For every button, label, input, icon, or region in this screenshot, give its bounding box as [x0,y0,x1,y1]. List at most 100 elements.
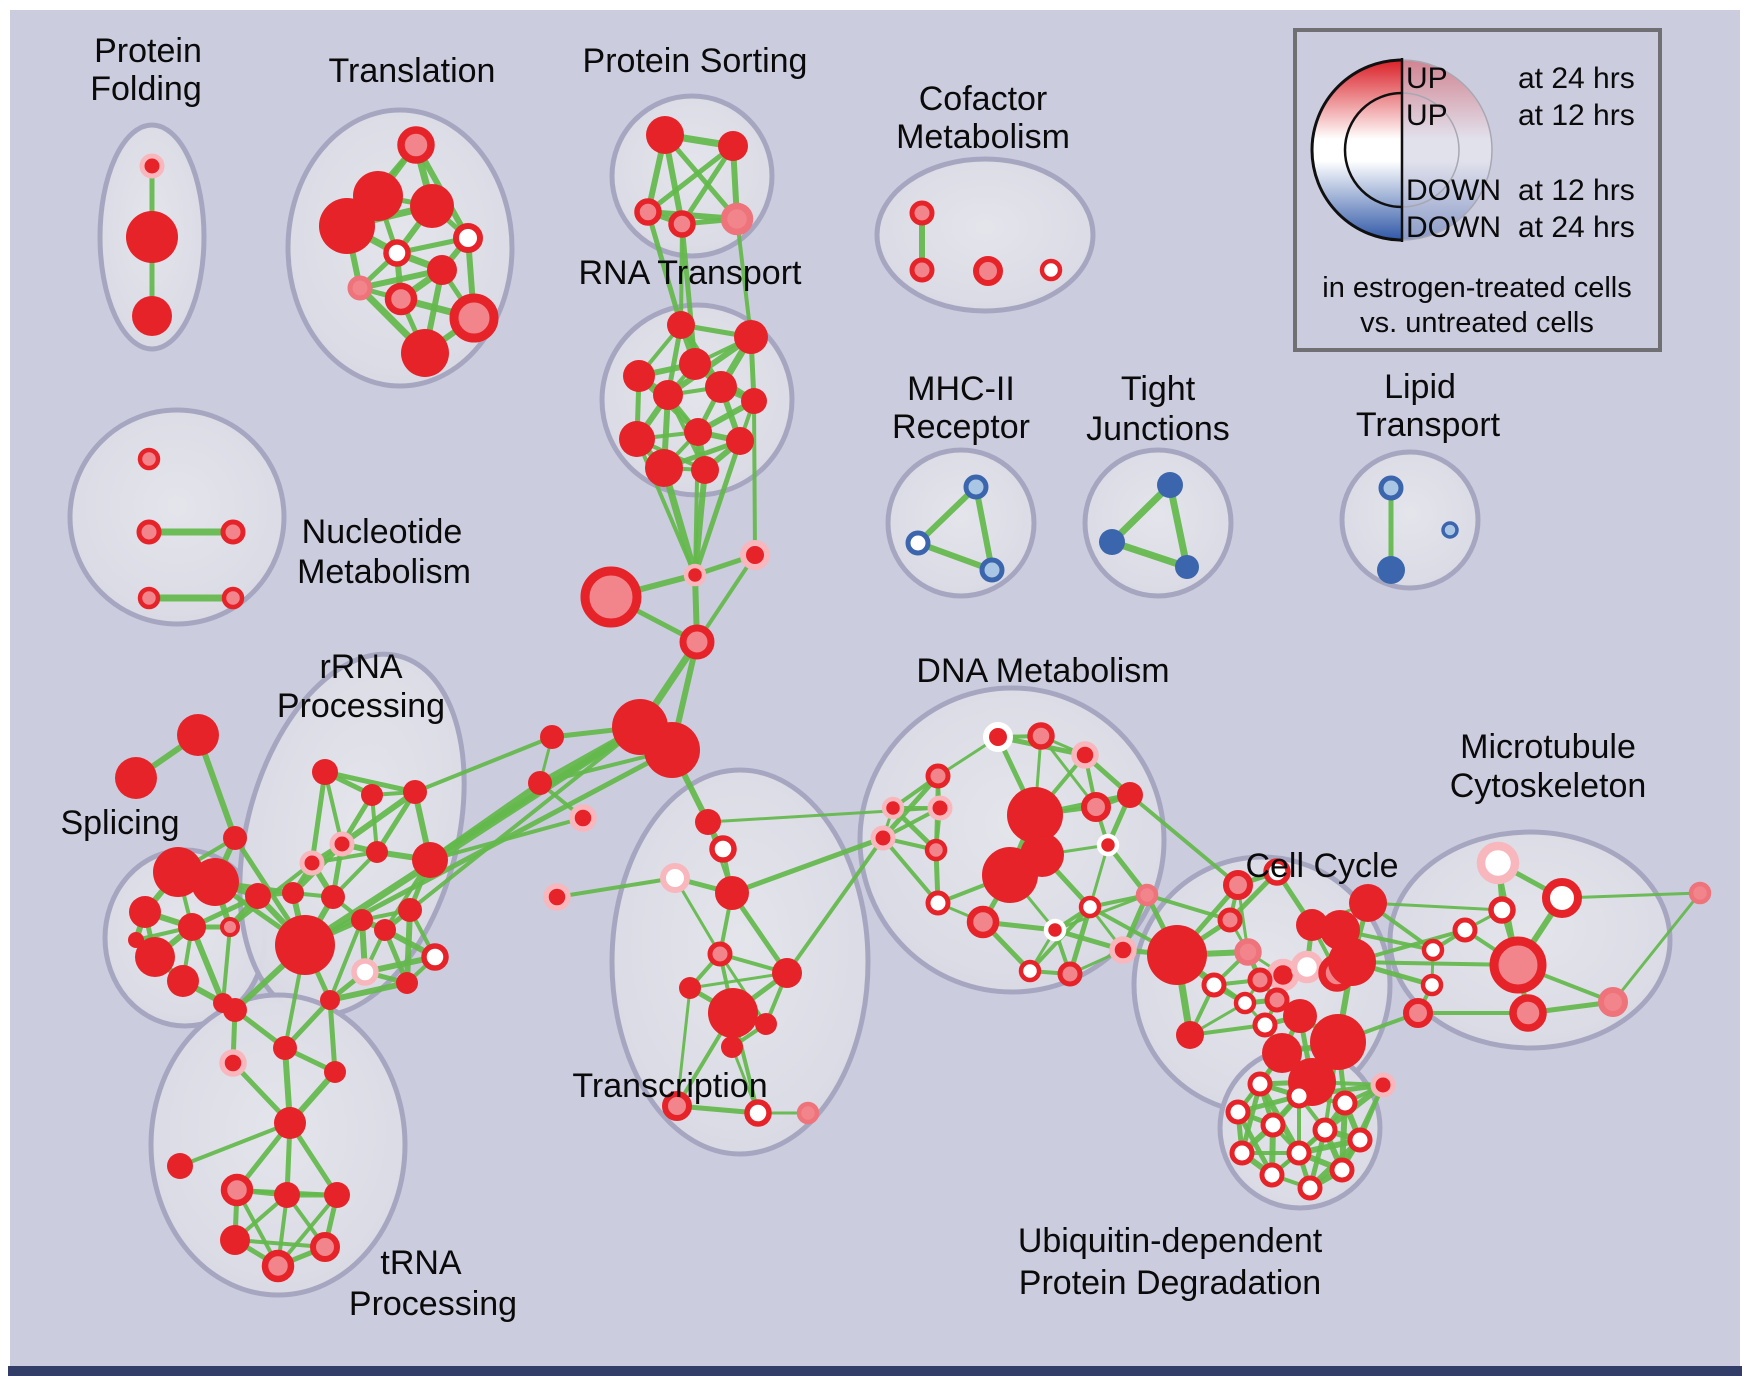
node-microtubule-cytoskeleton-4 [1421,938,1445,962]
node-dna-metabolism-2 [1071,741,1099,769]
node-rrna-processing-15 [275,915,335,975]
node-cell-cycle-9 [1264,987,1290,1013]
node-nucleotide-metabolism-4 [221,586,245,610]
legend-down-12-time: at 12 hrs [1518,174,1635,207]
node-ubiquitin-degradation-11 [1297,1175,1323,1201]
node-trna-processing-1 [219,1049,247,1077]
node-translation-2 [410,184,454,228]
cluster-region-tight-junctions [1082,447,1234,599]
node-trna-processing-7 [274,1182,300,1208]
node-translation-3 [319,198,375,254]
node-nucleotide-metabolism-1 [136,519,162,545]
node-trna-processing-9 [220,1225,250,1255]
edge-rrna-processing [309,769,328,866]
edge-rrna-processing [327,980,410,1003]
node-ubiquitin-degradation-8 [1286,1140,1312,1166]
node-lipid-transport-1 [1377,556,1405,584]
node-microtubule-cytoskeleton-6 [1509,994,1547,1032]
node-translation-7 [347,275,373,301]
node-microtubule-cytoskeleton-9 [1452,917,1478,943]
node-protein-sorting-1 [718,131,748,161]
node-transcription-11 [662,1091,692,1121]
edge-dna-metabolism [881,836,940,905]
node-cell-cycle-11 [1296,909,1328,941]
node-translation-5 [383,239,411,267]
node-dna-metabolism-20 [870,825,896,851]
edge-rrna-processing [322,769,418,795]
edge-link [413,735,554,794]
node-rrna-processing-8 [351,909,373,931]
cluster-region-nucleotide-metabolism [67,407,287,627]
node-dna-metabolism-15 [1043,918,1067,942]
node-protein-sorting-2 [634,198,662,226]
cluster-label-ubiquitin-degradation-line2: Protein Degradation [1019,1264,1321,1302]
node-dna-metabolism-0 [983,722,1013,752]
node-splicing-2 [129,896,161,928]
node-transcription-5 [707,941,733,967]
edge-ubiquitin-degradation [1340,1083,1385,1172]
node-microtubule-cytoskeleton-0 [1476,841,1520,885]
edge-link [785,836,885,975]
node-dna-metabolism-5 [1081,792,1111,822]
node-ubiquitin-degradation-0 [1247,1071,1273,1097]
node-cell-cycle-21 [1201,972,1227,998]
node-cell-cycle-2 [1223,870,1253,900]
edge-microtubule-cytoskeleton [1560,891,1702,900]
cluster-label-lipid-transport-line1: Lipid [1384,368,1456,406]
cluster-region-lipid-transport [1339,449,1481,591]
node-rrna-processing-13 [396,972,418,994]
edge-link [679,222,684,327]
node-rrna-processing-6 [412,842,448,878]
node-rrna-processing-16 [320,990,340,1010]
node-dna-metabolism-6 [1117,782,1143,808]
edge-trna-processing [178,1121,292,1168]
node-transcription-12 [744,1099,772,1127]
cluster-label-cofactor-metabolism-line2: Metabolism [896,118,1070,156]
node-protein-folding-1 [126,211,178,263]
node-transcription-2 [660,863,690,893]
node-microtubule-cytoskeleton-10 [1688,881,1712,905]
node-cofactor-metabolism-1 [909,257,935,283]
node-translation-8 [384,282,418,316]
node-rna-transport-3 [623,360,655,392]
node-dna-metabolism-17 [1109,936,1137,964]
edge-mhc-ii-receptor [915,540,995,573]
node-trna-processing-11 [261,1249,295,1283]
edge-link [1128,793,1240,887]
legend-down-12-direction: DOWN [1406,174,1501,207]
node-cell-cycle-3 [1263,858,1291,886]
node-transcription-4 [543,883,571,911]
node-dna-metabolism-16 [1078,895,1102,919]
edge-link [1145,893,1232,922]
edge-link [427,780,543,863]
edge-rrna-processing [404,907,413,986]
node-rrna-processing-3 [329,831,355,857]
node-rrna-processing-5 [366,841,388,863]
node-cell-cycle-1 [1176,1021,1204,1049]
node-ubiquitin-degradation-6 [1347,1127,1373,1153]
edge-rrna-processing [328,918,364,1002]
cluster-label-nucleotide-metabolism-line1: Nucleotide [302,513,463,551]
cluster-label-lipid-transport-line2: Transport [1356,406,1501,444]
node-rrna-processing-12 [351,958,379,986]
node-trna-processing-2 [273,1036,297,1060]
edge-link [408,725,642,912]
node-cell-cycle-8 [1233,991,1257,1015]
node-rna-transport-7 [619,421,655,457]
node-ubiquitin-degradation-12 [1370,1072,1396,1098]
node-dna-metabolism-7 [924,838,948,862]
node-mhc-ii-receptor-2 [979,557,1005,583]
node-backbone-6 [540,725,564,749]
edge-link [693,430,700,577]
cluster-label-tight-junctions-line2: Junctions [1086,410,1230,448]
node-trna-processing-10 [310,1232,340,1262]
node-rna-transport-10 [645,449,683,487]
legend-up-12-direction: UP [1406,99,1448,132]
node-ubiquitin-degradation-2 [1332,1090,1358,1116]
node-cell-cycle-6 [1290,950,1324,984]
node-rna-transport-9 [726,427,754,455]
node-trna-processing-6 [220,1173,254,1207]
node-lipid-transport-2 [1441,521,1459,539]
cluster-label-dna-metabolism-line1: DNA Metabolism [916,652,1169,690]
